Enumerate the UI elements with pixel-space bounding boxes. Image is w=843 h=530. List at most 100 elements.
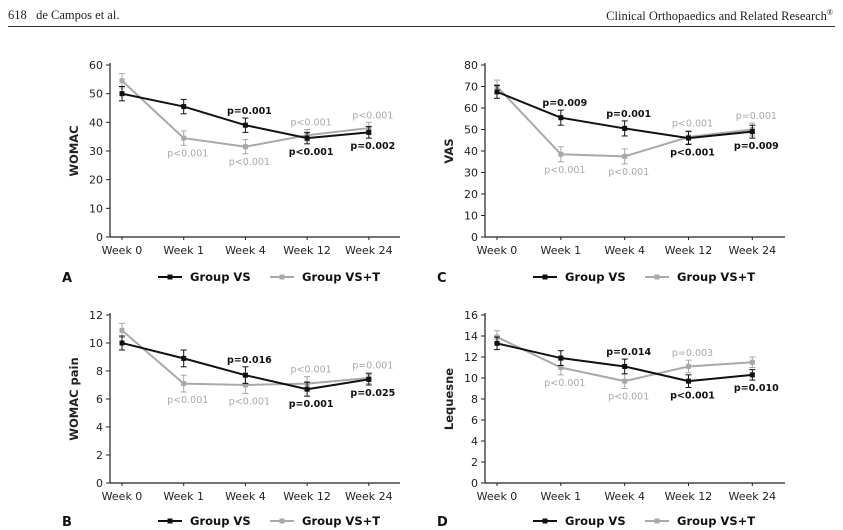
data-point-group-vs-t (242, 382, 248, 388)
data-point-group-vs (685, 135, 691, 141)
x-tick-label: Week 12 (665, 490, 713, 503)
data-point-group-vs (494, 340, 500, 346)
x-tick-label: Week 1 (163, 490, 204, 503)
legend-marker-group-vs (167, 518, 173, 524)
header-rule (8, 26, 835, 27)
p-value-label: p<0.001 (608, 392, 649, 403)
p-value-label: p=0.001 (606, 109, 651, 120)
y-tick-label: 10 (89, 202, 103, 215)
registered-mark: ® (826, 8, 833, 17)
x-tick-label: Week 24 (345, 244, 393, 257)
data-point-group-vs (494, 89, 500, 95)
journal-title: Clinical Orthopaedics and Related Resear… (606, 9, 827, 24)
y-tick-label: 50 (89, 88, 103, 101)
p-value-label: p<0.001 (291, 118, 332, 129)
p-value-label: p<0.001 (229, 396, 270, 407)
running-header-left: 618 de Campos et al. (8, 8, 119, 23)
y-tick-label: 8 (471, 393, 478, 406)
p-value-label: p=0.003 (672, 348, 713, 359)
p-value-label: p<0.001 (167, 395, 208, 406)
y-tick-label: 40 (89, 116, 103, 129)
p-value-label: p=0.009 (734, 141, 779, 152)
legend-label-group-vs: Group VS (565, 270, 626, 284)
p-value-label: p<0.001 (670, 148, 715, 159)
p-value-label: p<0.001 (229, 157, 270, 168)
data-point-group-vs (749, 372, 755, 378)
running-header-right: Clinical Orthopaedics and Related Resear… (606, 8, 833, 24)
x-tick-label: Week 12 (283, 490, 331, 503)
y-tick-label: 20 (464, 188, 478, 201)
panel-letter-a: A (62, 271, 72, 286)
y-tick-label: 6 (471, 414, 478, 427)
legend-label-group-vs: Group VS (565, 514, 626, 528)
y-tick-label: 40 (464, 145, 478, 158)
p-value-label: p=0.001 (736, 111, 777, 122)
x-tick-label: Week 24 (728, 244, 776, 257)
legend-marker-group-vs-t (279, 518, 285, 524)
chart-panel-d: 0 2 4 6 8 10 12 14 16 Lequesne Week 0 Week 1 Week 4 W… (437, 309, 785, 530)
p-value-label: p<0.001 (352, 110, 393, 121)
data-point-group-vs (119, 340, 125, 346)
y-tick-label: 60 (464, 102, 478, 115)
y-tick-label: 10 (89, 337, 103, 350)
panel-letter-c: C (437, 271, 447, 286)
chart-panel-b: 0 2 4 6 8 10 12 WOMAC pain Week 0 Week 1 Week 4 Wee… (62, 309, 400, 530)
data-point-group-vs-t (181, 135, 187, 141)
y-tick-label: 14 (464, 330, 478, 343)
authors: de Campos et al. (36, 8, 120, 22)
legend-label-group-vs: Group VS (190, 270, 251, 284)
y-tick-label: 12 (89, 309, 103, 322)
legend-label-group-vs: Group VS (190, 514, 251, 528)
data-point-group-vs-t (685, 363, 691, 369)
y-tick-label: 2 (471, 456, 478, 469)
legend-label-group-vs-t: Group VS+T (302, 270, 380, 284)
data-point-group-vs (622, 363, 628, 369)
y-axis-label: VAS (442, 138, 456, 163)
y-tick-label: 0 (96, 477, 103, 490)
x-tick-label: Week 1 (541, 244, 582, 257)
x-tick-label: Week 12 (665, 244, 713, 257)
p-value-label: p=0.016 (227, 355, 272, 366)
data-point-group-vs (558, 355, 564, 361)
y-tick-label: 8 (96, 365, 103, 378)
y-tick-label: 0 (96, 231, 103, 244)
legend-label-group-vs-t: Group VS+T (677, 270, 755, 284)
x-tick-label: Week 24 (728, 490, 776, 503)
p-value-label: p<0.001 (608, 167, 649, 178)
data-point-group-vs (242, 372, 248, 378)
legend-marker-group-vs (542, 518, 548, 524)
data-point-group-vs (685, 378, 691, 384)
data-point-group-vs (622, 125, 628, 131)
data-point-group-vs-t (622, 378, 628, 384)
legend-marker-group-vs (167, 274, 173, 280)
y-tick-label: 4 (96, 421, 103, 434)
data-point-group-vs (558, 115, 564, 121)
y-tick-label: 30 (464, 167, 478, 180)
data-point-group-vs (119, 91, 125, 97)
panel-letter-b: B (62, 515, 72, 530)
y-tick-label: 16 (464, 309, 478, 322)
data-point-group-vs-t (119, 327, 125, 333)
p-value-label: p=0.010 (734, 383, 779, 394)
legend-label-group-vs-t: Group VS+T (677, 514, 755, 528)
y-tick-label: 6 (96, 393, 103, 406)
y-tick-label: 10 (464, 372, 478, 385)
data-point-group-vs (304, 386, 310, 392)
y-tick-label: 0 (471, 231, 478, 244)
legend-marker-group-vs (542, 274, 548, 280)
y-tick-label: 30 (89, 145, 103, 158)
x-tick-label: Week 1 (541, 490, 582, 503)
data-point-group-vs-t (119, 78, 125, 84)
p-value-label: p=0.014 (606, 347, 651, 358)
legend-marker-group-vs-t (279, 274, 285, 280)
page-number: 618 (8, 8, 27, 22)
p-value-label: p=0.002 (350, 141, 395, 152)
x-tick-label: Week 4 (225, 244, 266, 257)
data-point-group-vs-t (242, 144, 248, 150)
chart-panel-c: 0 10 20 30 40 50 60 70 80 VAS Week 0 Week 1 Week 4 We… (437, 59, 785, 286)
data-point-group-vs-t (749, 359, 755, 365)
p-value-label: p=0.001 (227, 106, 272, 117)
chart-panel-a: 0 10 20 30 40 50 60 WOMAC Week 0 Week 1 Week 4 Week… (62, 59, 400, 286)
x-tick-label: Week 1 (163, 244, 204, 257)
x-tick-label: Week 0 (102, 244, 143, 257)
